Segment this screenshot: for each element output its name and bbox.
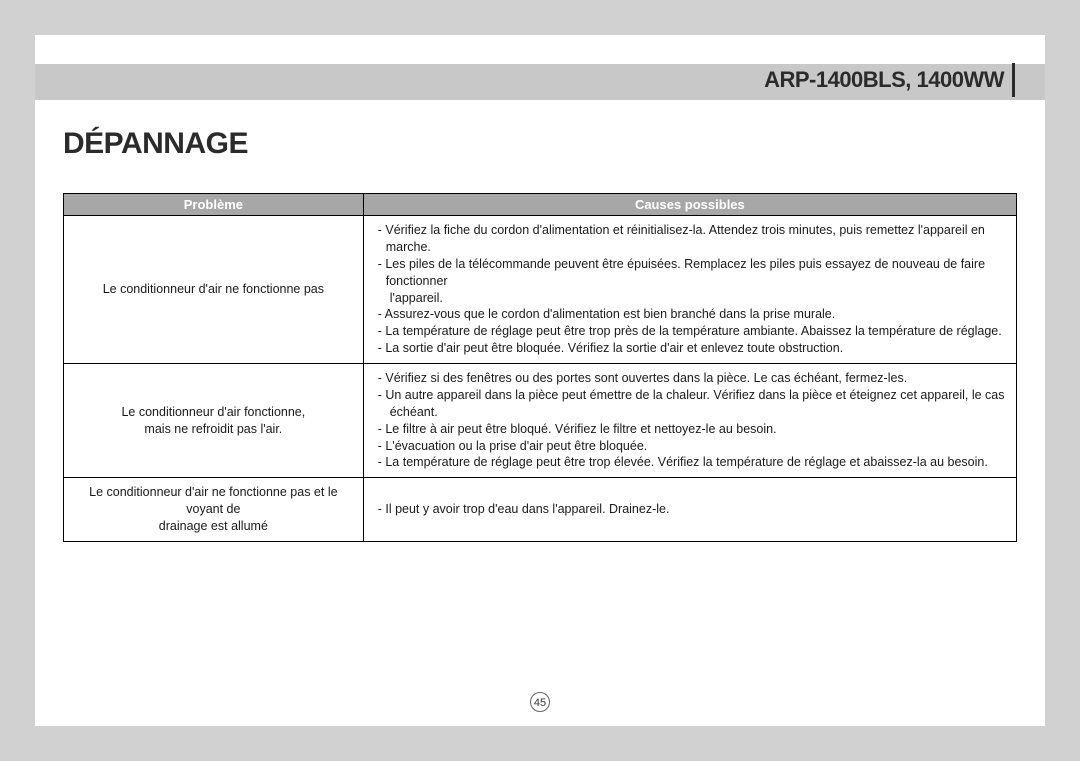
cause-line: - Les piles de la télécommande peuvent ê… (372, 256, 1008, 290)
cause-line: - L'évacuation ou la prise d'air peut êt… (372, 438, 1008, 455)
cause-line: - La sortie d'air peut être bloquée. Vér… (372, 340, 1008, 357)
problem-line: mais ne refroidit pas l'air. (144, 422, 282, 436)
page-number: 45 (530, 692, 550, 712)
problem-cell: Le conditionneur d'air fonctionne, mais … (64, 364, 364, 478)
manual-page: ARP-1400BLS, 1400WW DÉPANNAGE Problème C… (35, 35, 1045, 726)
table-header-row: Problème Causes possibles (64, 194, 1017, 216)
header-problem: Problème (64, 194, 364, 216)
cause-line: l'appareil. (372, 290, 1008, 307)
cause-line: - Il peut y avoir trop d'eau dans l'appa… (372, 501, 1008, 518)
cause-line: - La température de réglage peut être tr… (372, 323, 1008, 340)
cause-line: échéant. (372, 404, 1008, 421)
problem-line: drainage est allumé (159, 519, 268, 533)
cause-line: - Vérifiez la fiche du cordon d'alimenta… (372, 222, 1008, 256)
causes-cell: - Vérifiez la fiche du cordon d'alimenta… (363, 216, 1016, 364)
cause-line: - Le filtre à air peut être bloqué. Véri… (372, 421, 1008, 438)
problem-line: Le conditionneur d'air fonctionne, (121, 405, 305, 419)
table-row: Le conditionneur d'air ne fonctionne pas… (64, 478, 1017, 542)
cause-line: - Vérifiez si des fenêtres ou des portes… (372, 370, 1008, 387)
cause-line: - Assurez-vous que le cordon d'alimentat… (372, 306, 1008, 323)
causes-cell: - Il peut y avoir trop d'eau dans l'appa… (363, 478, 1016, 542)
causes-cell: - Vérifiez si des fenêtres ou des portes… (363, 364, 1016, 478)
cause-line: - La température de réglage peut être tr… (372, 454, 1008, 471)
section-title: DÉPANNAGE (63, 127, 248, 161)
table-row: Le conditionneur d'air fonctionne, mais … (64, 364, 1017, 478)
cause-line: - Un autre appareil dans la pièce peut é… (372, 387, 1008, 404)
model-number: ARP-1400BLS, 1400WW (764, 63, 1015, 97)
header-causes: Causes possibles (363, 194, 1016, 216)
problem-cell: Le conditionneur d'air ne fonctionne pas… (64, 478, 364, 542)
table-row: Le conditionneur d'air ne fonctionne pas… (64, 216, 1017, 364)
problem-cell: Le conditionneur d'air ne fonctionne pas (64, 216, 364, 364)
troubleshooting-table: Problème Causes possibles Le conditionne… (63, 193, 1017, 542)
problem-line: Le conditionneur d'air ne fonctionne pas… (89, 485, 337, 516)
